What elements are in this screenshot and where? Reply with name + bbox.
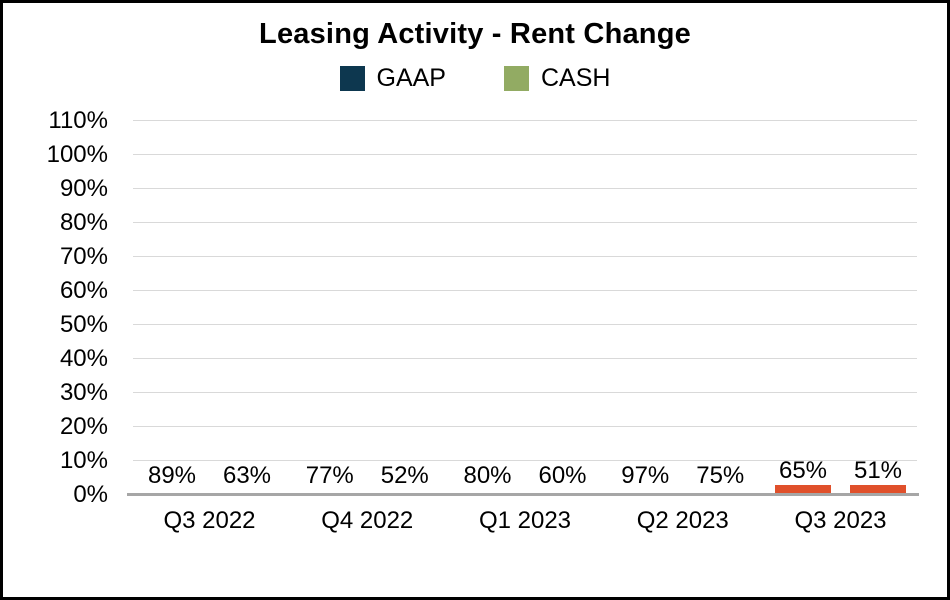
data-label-gaap-q2-2023: 97%: [621, 462, 670, 489]
chart-title: Leasing Activity - Rent Change: [259, 18, 691, 50]
legend-item-gaap: GAAP: [339, 64, 446, 93]
data-label-gaap-q3-2022: 89%: [147, 462, 197, 489]
data-label-cash-q1-2023: 60%: [538, 462, 587, 489]
x-category-label-q3-2023: Q3 2023: [794, 507, 887, 534]
bar-gaap-q3-2023: 65%: [775, 459, 831, 495]
bar-cash-q3-2023: 51%: [850, 459, 906, 495]
gridline-60: [133, 290, 917, 291]
legend: GAAP CASH: [3, 64, 947, 93]
data-label-cash-q2-2023: 75%: [696, 462, 745, 489]
y-tick-label-110: 110%: [48, 107, 108, 134]
y-tick-label-20: 20%: [59, 413, 108, 440]
gridline-40: [133, 358, 917, 359]
data-label-gaap-q3-2023: 65%: [778, 457, 828, 484]
y-tick-label-0: 0%: [73, 481, 108, 508]
x-axis-labels: Q3 2022 Q4 2022 Q1 2023 Q2 2023 Q3 2023: [133, 507, 917, 535]
x-axis-line: [127, 493, 919, 496]
data-label-cash-q3-2022: 63%: [222, 462, 272, 489]
data-label-cash-q4-2022: 52%: [380, 462, 429, 489]
gridline-80: [133, 222, 917, 223]
legend-swatch-cash: [504, 66, 529, 91]
x-category-label-q2-2023: Q2 2023: [636, 507, 729, 534]
y-tick-label-60: 60%: [59, 277, 108, 304]
legend-item-cash: CASH: [504, 64, 610, 93]
y-tick-label-40: 40%: [59, 345, 108, 372]
y-axis: 0% 10% 20% 30% 40% 50% 60% 70% 80% 90% 100% 110%: [3, 109, 110, 507]
y-tick-label-100: 100%: [46, 141, 108, 168]
x-category-label-q4-2022: Q4 2022: [321, 507, 414, 534]
y-tick-label-30: 30%: [59, 379, 108, 406]
y-tick-label-50: 50%: [59, 311, 108, 338]
y-tick-label-10: 10%: [59, 447, 108, 474]
gridline-90: [133, 188, 917, 189]
y-tick-label-80: 80%: [59, 209, 108, 236]
data-label-gaap-q1-2023: 80%: [463, 462, 512, 489]
gridline-30: [133, 392, 917, 393]
gridline-70: [133, 256, 917, 257]
gridline-20: [133, 426, 917, 427]
data-label-cash-q3-2023: 51%: [853, 457, 903, 484]
y-tick-label-90: 90%: [59, 175, 108, 202]
chart-area: 0% 10% 20% 30% 40% 50% 60% 70% 80% 90% 100% 110% 89…: [3, 93, 947, 543]
data-label-gaap-q4-2022: 77%: [305, 462, 354, 489]
gridline-10: [133, 460, 917, 461]
bar-groups: 89% 63% 77% 52% 80% 60% 97% 75% 65% 51%: [133, 121, 917, 495]
legend-swatch-gaap: [339, 66, 365, 91]
y-tick-label-70: 70%: [59, 243, 108, 270]
x-category-label-q3-2022: Q3 2022: [163, 507, 256, 534]
x-category-label-q1-2023: Q1 2023: [478, 507, 572, 534]
legend-label-gaap: GAAP: [376, 64, 446, 92]
gridline-110: [133, 120, 917, 121]
legend-label-cash: CASH: [541, 64, 611, 92]
plot-area: 89% 63% 77% 52% 80% 60% 97% 75% 65% 51%: [127, 120, 919, 496]
gridline-50: [133, 324, 917, 325]
bar-group-q3-2023: 65% 51%: [775, 459, 906, 495]
gridline-100: [133, 154, 917, 155]
